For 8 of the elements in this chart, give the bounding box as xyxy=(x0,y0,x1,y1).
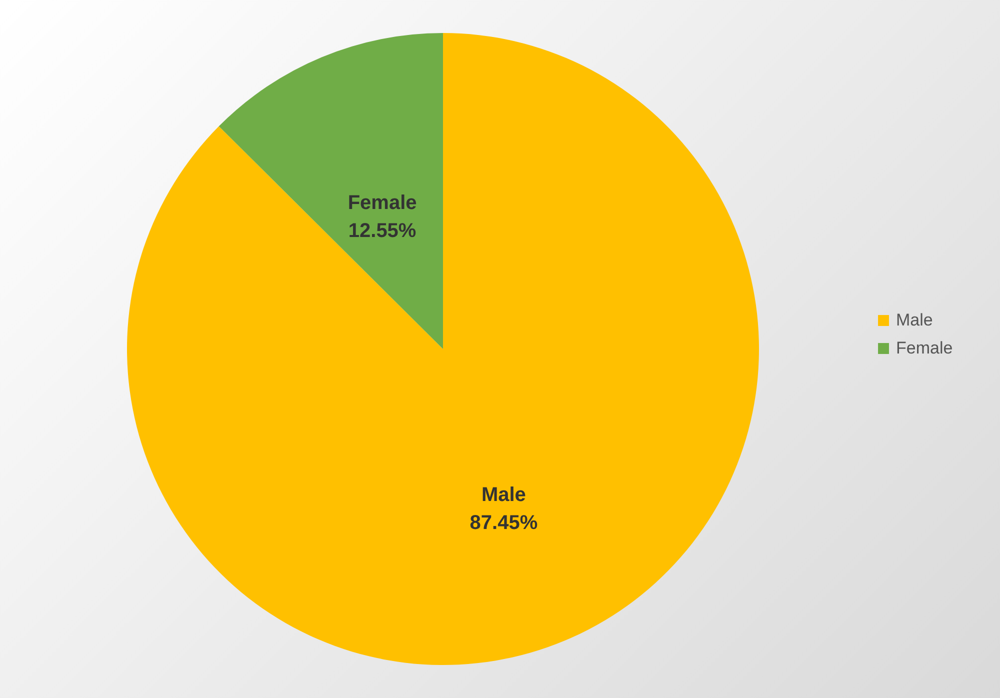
legend-label: Male xyxy=(896,310,933,330)
legend-label: Female xyxy=(896,338,953,358)
pie-slice xyxy=(218,33,443,349)
pie-slice xyxy=(127,33,759,665)
slice-label: Female xyxy=(348,192,417,214)
slice-label: Male xyxy=(481,484,526,506)
data-label: 12.55% xyxy=(348,220,416,242)
data-label: 87.45% xyxy=(470,512,538,534)
